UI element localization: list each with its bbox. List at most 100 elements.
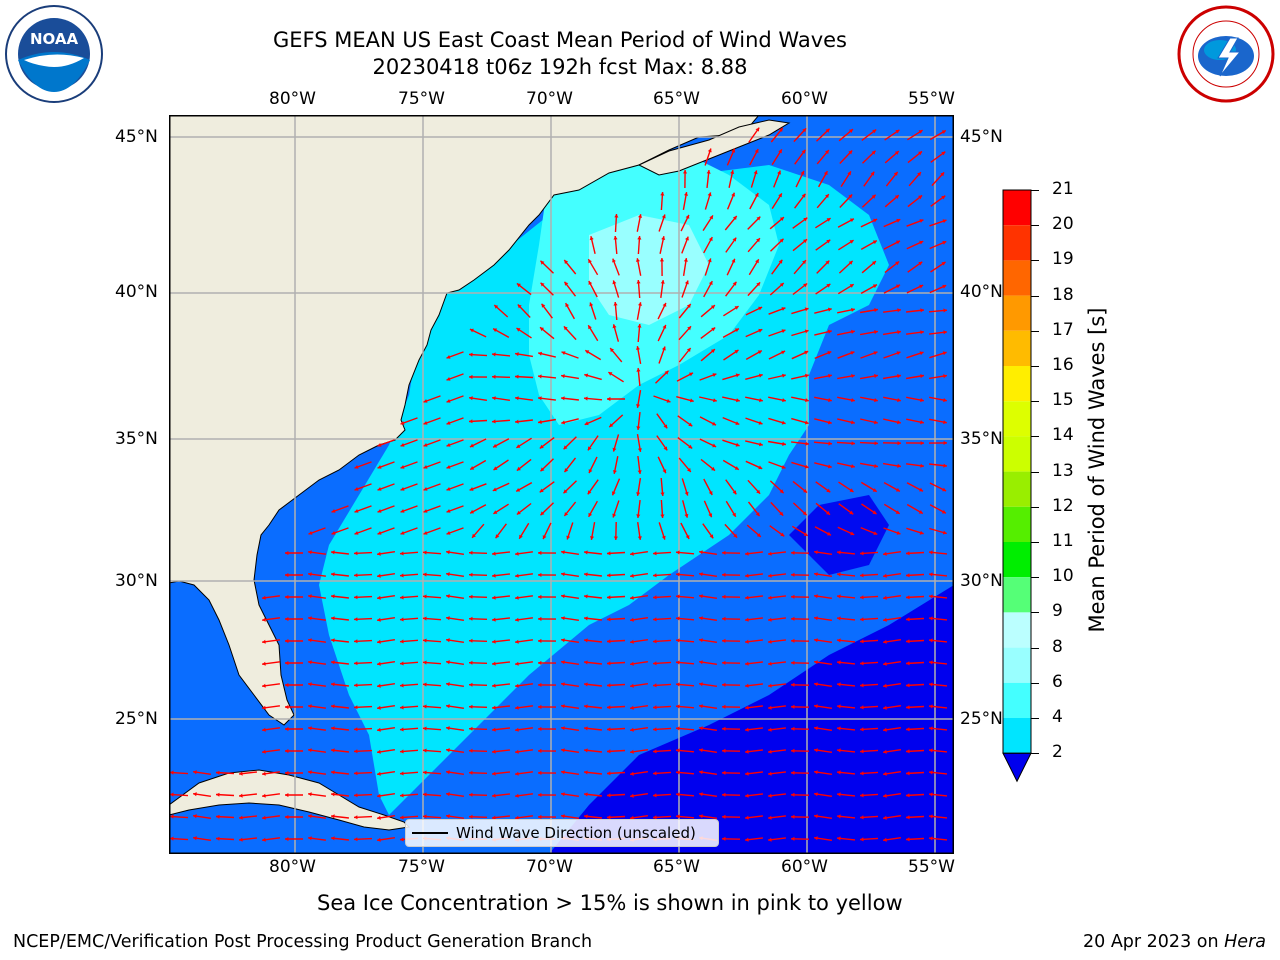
- wind-wave-arrowhead: [897, 398, 901, 403]
- wind-wave-arrowhead: [239, 815, 243, 820]
- wind-wave-arrowhead: [492, 573, 496, 578]
- lon-label-bottom-75w: 75°W: [398, 857, 445, 877]
- wind-wave-arrowhead: [943, 374, 947, 379]
- wind-wave-arrowhead: [745, 573, 749, 578]
- wind-wave-arrowhead: [285, 595, 289, 600]
- wind-wave-arrowhead: [515, 749, 519, 754]
- wind-wave-arrowhead: [423, 616, 427, 621]
- wind-wave-arrowhead: [758, 306, 763, 311]
- wind-wave-arrowhead: [755, 259, 759, 264]
- wind-wave-arrowhead: [941, 262, 946, 266]
- wind-wave-arrowhead: [637, 448, 642, 452]
- wind-wave-arrowhead: [920, 374, 924, 379]
- wind-wave-arrowhead: [377, 683, 381, 688]
- wind-wave-arrowhead: [493, 328, 498, 333]
- wind-wave-arrowhead: [653, 749, 657, 754]
- wind-wave-arrowhead: [814, 638, 818, 643]
- wind-wave-arrowhead: [400, 443, 405, 447]
- wind-wave-arrowhead: [563, 489, 568, 494]
- wind-wave-arrowhead: [814, 550, 818, 555]
- wind-wave-arrowhead: [732, 237, 737, 242]
- wind-wave-arrowhead: [745, 837, 749, 842]
- wind-wave-arrowhead: [791, 814, 795, 819]
- wind-wave-arrowhead: [906, 573, 910, 578]
- wind-wave-arrowhead: [745, 683, 749, 688]
- wind-wave-arrowhead: [896, 240, 900, 245]
- wind-wave-arrowhead: [354, 749, 358, 754]
- wind-wave-arrowhead: [709, 534, 714, 539]
- wind-wave-arrowhead: [331, 682, 335, 687]
- sea-ice-caption: Sea Ice Concentration > 15% is shown in …: [317, 891, 903, 915]
- wind-wave-arrowhead: [492, 815, 496, 820]
- wind-wave-arrowhead: [731, 192, 735, 197]
- wind-wave-arrowhead: [540, 467, 545, 472]
- wind-wave-arrowhead: [516, 444, 521, 448]
- wind-wave-arrowhead: [400, 639, 404, 644]
- wind-wave-arrowhead: [848, 194, 853, 199]
- colorbar-tick-label: 19: [1052, 249, 1074, 270]
- wind-wave-arrowhead: [285, 727, 289, 732]
- colorbar-cell: [1003, 682, 1031, 718]
- wind-wave-arrowhead: [423, 814, 427, 819]
- wind-wave-arrowhead: [663, 446, 668, 451]
- wind-wave-arrowhead: [803, 488, 807, 493]
- wind-wave-arrowhead: [827, 329, 832, 334]
- wind-wave-arrowhead: [722, 792, 726, 797]
- colorbar-cell: [1003, 542, 1031, 578]
- wind-wave-arrowhead: [423, 531, 428, 535]
- wind-wave-arrowhead: [538, 660, 542, 665]
- wind-wave-arrowhead: [894, 151, 899, 155]
- wind-wave-arrowhead: [684, 513, 689, 518]
- wind-wave-arrowhead: [519, 534, 523, 539]
- wind-wave-arrowhead: [837, 594, 841, 599]
- wind-wave-arrowhead: [768, 815, 772, 820]
- wind-wave-arrowhead: [262, 617, 266, 622]
- wind-wave-arrowhead: [919, 219, 924, 223]
- lat-label-right-40n: 40°N: [960, 282, 1003, 302]
- wind-wave-arrowhead: [676, 770, 680, 775]
- wind-wave-arrowhead: [607, 727, 611, 732]
- wind-wave-arrowhead: [941, 195, 946, 200]
- wind-wave-arrowhead: [630, 617, 634, 622]
- wind-wave-arrowhead: [801, 149, 806, 154]
- wind-wave-arrowhead: [826, 239, 831, 244]
- wind-wave-arrowhead: [713, 398, 717, 403]
- wind-wave-arrowhead: [515, 683, 519, 688]
- wind-wave-arrowhead: [308, 572, 312, 577]
- wind-wave-arrowhead: [768, 639, 772, 644]
- wind-wave-arrowhead: [699, 550, 703, 555]
- wind-wave-arrowhead: [745, 793, 749, 798]
- wind-wave-arrowhead: [538, 814, 542, 819]
- lat-label-left-45n: 45°N: [115, 127, 158, 147]
- wind-wave-arrowhead: [492, 705, 496, 710]
- wind-wave-arrowhead: [354, 727, 358, 732]
- lon-label-bottom-70w: 70°W: [526, 857, 573, 877]
- wind-wave-arrowhead: [262, 815, 266, 820]
- wind-wave-arrowhead: [837, 748, 841, 753]
- wind-wave-arrowhead: [354, 487, 359, 491]
- wind-wave-arrowhead: [170, 836, 174, 841]
- wind-wave-arrowhead: [515, 352, 519, 357]
- wind-wave-arrowhead: [285, 683, 289, 688]
- wind-wave-arrowhead: [709, 215, 713, 220]
- wind-wave-arrowhead: [883, 705, 887, 710]
- wind-wave-arrowhead: [745, 771, 749, 776]
- wind-wave-arrowhead: [699, 682, 703, 687]
- wind-wave-arrowhead: [803, 217, 808, 222]
- wind-wave-arrowhead: [676, 594, 680, 599]
- wind-wave-arrowhead: [754, 193, 759, 197]
- wind-wave-arrowhead: [607, 396, 611, 402]
- wind-wave-arrowhead: [354, 661, 358, 666]
- wind-wave-arrowhead: [492, 793, 496, 798]
- wind-wave-arrowhead: [607, 815, 611, 820]
- wind-wave-arrowhead: [699, 814, 703, 819]
- wind-wave-arrowhead: [308, 748, 312, 753]
- wind-wave-arrowhead: [929, 572, 933, 577]
- wind-wave-arrowhead: [636, 492, 641, 496]
- wind-wave-arrowhead: [566, 535, 571, 540]
- wind-wave-arrowhead: [929, 748, 933, 753]
- colorbar-cell: [1003, 506, 1031, 542]
- wind-wave-arrowhead: [377, 705, 381, 710]
- wind-wave-arrowhead: [825, 128, 830, 133]
- wind-wave-arrowhead: [871, 194, 876, 199]
